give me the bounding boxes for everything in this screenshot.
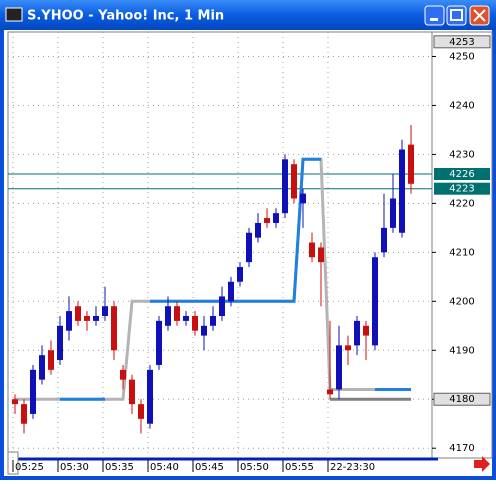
candle-body <box>93 316 99 321</box>
candle-body <box>372 257 378 346</box>
plot-content: 4170 4180 4190 4200 4210 4220 4230 4240 4250 05:2… <box>8 32 491 473</box>
y-tick-label: 4200 <box>449 296 474 307</box>
minimize-button[interactable] <box>424 5 445 26</box>
candle-body <box>408 144 414 184</box>
price-axis <box>431 31 493 459</box>
price-label-box <box>433 35 491 49</box>
window-title: S.YHOO - Yahoo! Inc, 1 Min <box>27 9 224 24</box>
candle-body <box>165 306 171 326</box>
candle-body <box>147 369 153 424</box>
candle-body <box>237 267 243 282</box>
maximize-button[interactable] <box>446 5 467 26</box>
y-tick-label: 4220 <box>449 198 474 209</box>
candle-body <box>120 369 126 380</box>
y-tick-label: 4240 <box>449 100 474 111</box>
candle-body <box>309 242 315 258</box>
price-label: 4180 <box>449 394 474 405</box>
level-label-box <box>434 182 490 195</box>
maximize-icon <box>450 9 463 21</box>
candle-body <box>21 404 27 424</box>
candle-body <box>174 306 180 321</box>
x-tick-label: 05:40 <box>150 462 179 473</box>
candle-body <box>111 306 117 351</box>
candle-body <box>291 164 297 199</box>
candle-body <box>57 325 63 361</box>
candle-body <box>336 345 342 390</box>
candle-body <box>300 193 306 204</box>
candle-body <box>327 389 333 395</box>
candle-body <box>381 227 387 253</box>
x-tick-label: 05:45 <box>195 462 224 473</box>
window-buttons[interactable] <box>424 5 490 26</box>
candle-body <box>138 404 144 419</box>
x-tick-label: 05:55 <box>285 462 314 473</box>
candle-body <box>12 399 18 405</box>
candle-body <box>363 325 369 336</box>
x-tick-label: 05:35 <box>105 462 134 473</box>
plot-area <box>7 31 433 459</box>
level-label: 4223 <box>449 184 474 195</box>
y-tick-label: 4190 <box>449 345 474 356</box>
x-tick-label: 05:30 <box>60 462 89 473</box>
candle-body <box>192 316 198 331</box>
level-label-box <box>434 168 490 180</box>
candle-body <box>255 222 261 238</box>
candle-body <box>201 325 207 336</box>
candle-body <box>210 316 216 326</box>
candle-body <box>75 306 81 321</box>
y-tick-label: 4170 <box>449 443 474 454</box>
x-tick-label: 22-23:30 <box>330 462 375 473</box>
candle-body <box>219 296 225 316</box>
y-tick-label: 4230 <box>449 149 474 160</box>
candle-body <box>264 218 270 223</box>
candle-body <box>282 159 288 214</box>
candle-body <box>318 247 324 263</box>
candle-body <box>66 311 72 331</box>
candle-body <box>48 350 54 370</box>
y-tick-label: 4210 <box>449 247 474 258</box>
candle-body <box>102 306 108 316</box>
scroll-right-arrow[interactable] <box>474 456 490 472</box>
price-label: 4253 <box>449 37 474 48</box>
candle-body <box>30 369 36 414</box>
app-icon <box>5 7 23 22</box>
candle-body <box>273 213 279 223</box>
candle-body <box>156 320 162 365</box>
stop-line <box>60 157 411 401</box>
candle-body <box>246 232 252 263</box>
candle-body <box>84 316 90 321</box>
y-tick-label: 4250 <box>449 51 474 62</box>
candle-body <box>228 281 234 302</box>
x-tick-label: 05:25 <box>15 462 44 473</box>
price-label-box <box>433 392 491 406</box>
title-bar <box>0 0 496 30</box>
minimize-icon <box>430 18 438 21</box>
close-icon <box>473 9 486 22</box>
candle-body <box>183 316 189 321</box>
candle-body <box>345 345 351 351</box>
candle-body <box>39 355 45 380</box>
x-tick-label: 05:50 <box>240 462 269 473</box>
time-axis <box>8 458 438 474</box>
candle-body <box>399 149 405 233</box>
candle-body <box>354 320 360 346</box>
candle-body <box>129 379 135 405</box>
candle-body <box>390 198 396 228</box>
level-label: 4226 <box>449 169 474 180</box>
